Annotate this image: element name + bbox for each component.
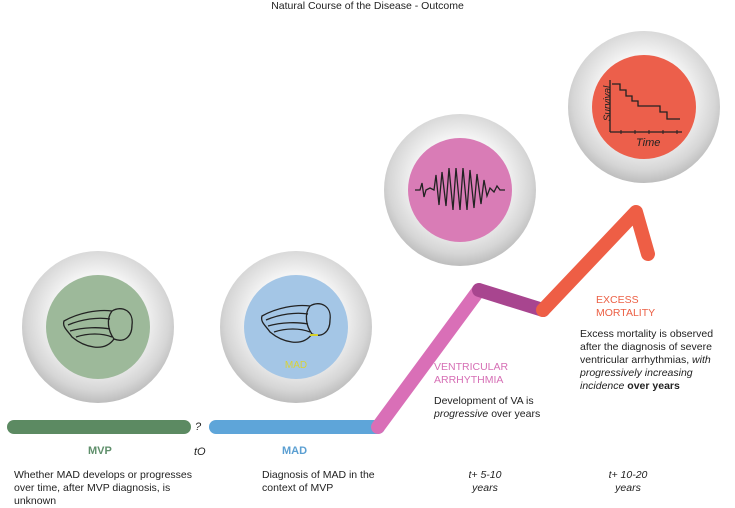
excess-desc-italic: with progressively increasing incidence xyxy=(580,354,711,392)
survival-xlabel: Time xyxy=(636,137,661,149)
va-disc xyxy=(384,114,536,266)
excess-label: EXCESS MORTALITY xyxy=(596,294,655,320)
t0-label: tO xyxy=(194,446,206,458)
survival-curve-icon xyxy=(609,80,682,134)
va-label-line1: VENTRICULAR xyxy=(434,361,509,373)
survival-ylabel: Survival xyxy=(602,85,614,122)
mad-disc xyxy=(220,251,372,403)
va-years: t+ 5-10 years xyxy=(440,469,530,495)
mvp-disc xyxy=(22,251,174,403)
mad-description: Diagnosis of MAD in the context of MVP xyxy=(262,469,375,494)
va-description: Development of VA is progressive over ye… xyxy=(434,395,544,421)
excess-label-line2: MORTALITY xyxy=(596,307,656,319)
mad-badge: MAD xyxy=(284,360,308,371)
heart-outline-icon xyxy=(260,303,331,343)
va-years-line2: years xyxy=(472,482,498,494)
excess-description: Excess mortality is observed after the d… xyxy=(580,328,730,393)
heart-outline-icon xyxy=(62,308,133,348)
excess-disc xyxy=(568,31,720,183)
excess-years-line2: years xyxy=(615,482,641,494)
excess-mortality-bar xyxy=(536,205,655,317)
unknown-marker: ? xyxy=(195,421,202,433)
va-label: VENTRICULAR ARRHYTHMIA xyxy=(434,361,508,387)
va-years-line1: t+ 5-10 xyxy=(468,469,502,481)
excess-desc-part1: Excess mortality is observed after the d… xyxy=(580,328,714,366)
ecg-trace-icon xyxy=(415,167,505,211)
va-desc-italic: progressive xyxy=(434,408,489,420)
va-desc-part2: over years xyxy=(491,408,541,420)
va-rise-bar xyxy=(371,283,486,434)
mvp-label: MVP xyxy=(88,445,112,457)
excess-label-line1: EXCESS xyxy=(596,294,639,306)
excess-years: t+ 10-20 years xyxy=(583,469,673,495)
diagram-title: Natural Course of the Disease - Outcome xyxy=(271,0,464,12)
excess-desc-bold: over years xyxy=(627,380,680,392)
excess-years-line1: t+ 10-20 xyxy=(608,469,648,481)
va-plateau-bar xyxy=(472,283,550,317)
va-label-line2: ARRHYTHMIA xyxy=(434,374,504,386)
va-desc-part1: Development of VA is xyxy=(434,395,534,407)
mad-label: MAD xyxy=(282,445,308,457)
mvp-description: Whether MAD develops or progresses over … xyxy=(14,469,192,507)
